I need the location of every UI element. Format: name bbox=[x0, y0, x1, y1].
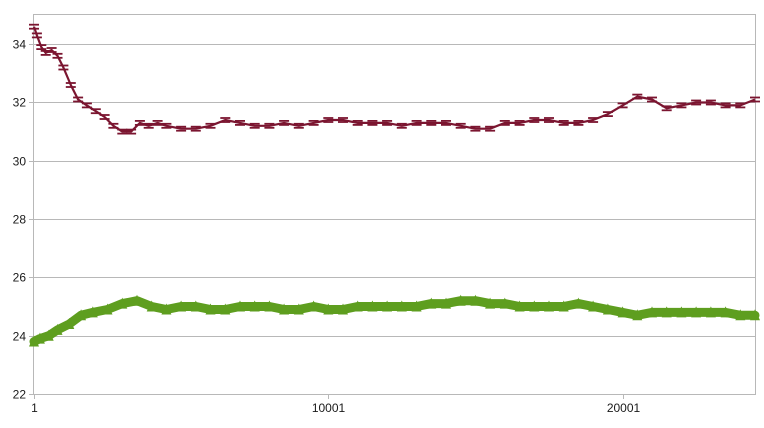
data-point bbox=[293, 303, 304, 315]
y-tick-label: 24 bbox=[13, 330, 27, 344]
data-point bbox=[367, 300, 378, 312]
series-1 bbox=[29, 23, 760, 135]
data-point bbox=[691, 306, 702, 318]
data-point bbox=[264, 300, 275, 312]
data-point bbox=[64, 318, 75, 329]
tick-labels: 22 24 26 28 30 32 34 1 10001 20001 bbox=[13, 38, 641, 416]
data-point bbox=[470, 294, 481, 306]
data-point bbox=[176, 300, 187, 312]
data-point bbox=[441, 297, 451, 309]
data-point bbox=[338, 303, 348, 315]
y-tick-label: 28 bbox=[13, 213, 27, 227]
data-point bbox=[661, 306, 672, 318]
data-point bbox=[426, 297, 437, 309]
data-point bbox=[352, 300, 363, 312]
data-point bbox=[146, 300, 157, 312]
data-point bbox=[602, 303, 613, 315]
data-point bbox=[455, 294, 466, 306]
axes bbox=[29, 44, 624, 399]
data-point bbox=[544, 300, 554, 312]
data-point bbox=[382, 300, 393, 312]
x-tick-label: 20001 bbox=[607, 401, 641, 415]
data-point bbox=[617, 306, 628, 318]
data-point bbox=[308, 300, 319, 312]
data-point bbox=[485, 297, 496, 309]
x-tick-label: 1 bbox=[31, 401, 38, 415]
data-point bbox=[29, 335, 39, 347]
data-point bbox=[52, 323, 63, 335]
plot-area bbox=[33, 14, 756, 395]
data-point bbox=[190, 300, 201, 312]
data-point bbox=[735, 309, 746, 321]
y-tick-label: 26 bbox=[13, 271, 27, 285]
data-point bbox=[249, 300, 260, 312]
data-point bbox=[573, 297, 584, 309]
y-tick-label: 22 bbox=[13, 388, 27, 402]
data-point bbox=[132, 294, 142, 306]
data-point bbox=[588, 300, 599, 312]
data-point bbox=[647, 306, 657, 318]
data-point bbox=[720, 306, 731, 318]
data-point bbox=[205, 303, 216, 315]
data-point bbox=[499, 297, 510, 309]
gridlines bbox=[34, 44, 755, 337]
data-point bbox=[87, 306, 98, 318]
data-point bbox=[529, 300, 540, 312]
data-point bbox=[102, 303, 113, 315]
data-point bbox=[76, 309, 87, 321]
y-tick-label: 32 bbox=[13, 96, 27, 110]
data-point bbox=[558, 300, 569, 312]
data-point bbox=[43, 329, 54, 341]
data-point bbox=[676, 306, 687, 318]
data-point bbox=[396, 300, 407, 312]
data-point bbox=[117, 297, 128, 309]
data-point bbox=[705, 306, 716, 318]
data-point bbox=[323, 303, 334, 315]
series-group bbox=[29, 23, 760, 347]
data-point bbox=[279, 303, 290, 315]
y-tick-label: 34 bbox=[13, 38, 27, 52]
data-point bbox=[514, 300, 525, 312]
series-line bbox=[29, 296, 760, 346]
y-tick-label: 30 bbox=[13, 155, 27, 169]
series-2 bbox=[29, 294, 760, 347]
x-tick-label: 10001 bbox=[312, 401, 346, 415]
data-point bbox=[750, 309, 760, 321]
data-point bbox=[34, 332, 45, 344]
data-point bbox=[411, 300, 422, 312]
data-point bbox=[161, 303, 172, 315]
data-point bbox=[632, 309, 643, 321]
data-point bbox=[235, 300, 245, 312]
data-point bbox=[220, 303, 231, 315]
